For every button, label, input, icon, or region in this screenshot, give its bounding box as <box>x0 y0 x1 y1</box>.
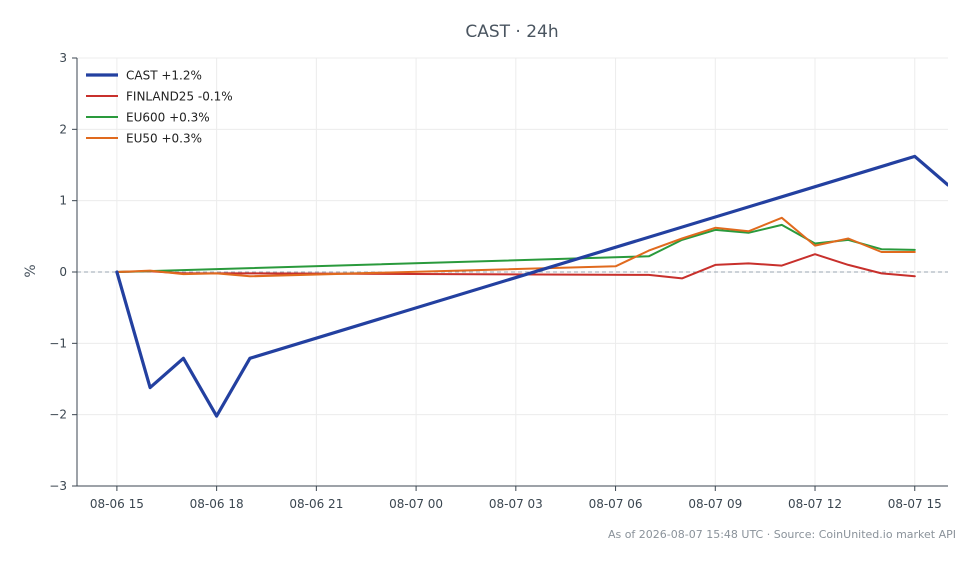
y-axis-ticks: 3 2 1 0 −1 −2 −3 <box>49 51 77 493</box>
legend: CAST +1.2% FINLAND25 -0.1% EU600 +0.3% EU50… <box>86 69 233 146</box>
series-lines <box>115 154 948 418</box>
legend-label-2: EU600 +0.3% <box>126 111 210 125</box>
x-tick-label: 08-07 03 <box>489 497 543 511</box>
source-note: As of 2026-08-07 15:48 UTC · Source: Coi… <box>608 528 956 541</box>
x-tick-label: 08-07 12 <box>788 497 842 511</box>
legend-label-0: CAST +1.2% <box>126 69 202 83</box>
chart-title: CAST · 24h <box>465 22 558 42</box>
legend-label-3: EU50 +0.3% <box>126 132 202 146</box>
x-tick-label: 08-06 18 <box>190 497 244 511</box>
x-tick-label: 08-07 09 <box>688 497 742 511</box>
x-tick-label: 08-07 00 <box>389 497 443 511</box>
y-tick-label: −1 <box>49 336 67 350</box>
y-tick-label: −2 <box>49 408 67 422</box>
y-tick-label: 1 <box>59 194 67 208</box>
x-tick-label: 08-07 15 <box>888 497 942 511</box>
y-tick-label: 0 <box>59 265 67 279</box>
y-tick-label: −3 <box>49 479 67 493</box>
y-axis-label: % <box>23 264 39 277</box>
x-axis-ticks: 08-06 15 08-06 18 08-06 21 08-07 00 08-07 03… <box>90 486 942 511</box>
series-line-0 <box>115 154 948 418</box>
x-tick-label: 08-06 21 <box>289 497 343 511</box>
x-tick-label: 08-07 06 <box>589 497 643 511</box>
series-line-3 <box>115 216 916 278</box>
y-tick-label: 2 <box>59 122 67 136</box>
x-tick-label: 08-06 15 <box>90 497 144 511</box>
y-tick-label: 3 <box>59 51 67 65</box>
legend-label-1: FINLAND25 -0.1% <box>126 90 233 104</box>
